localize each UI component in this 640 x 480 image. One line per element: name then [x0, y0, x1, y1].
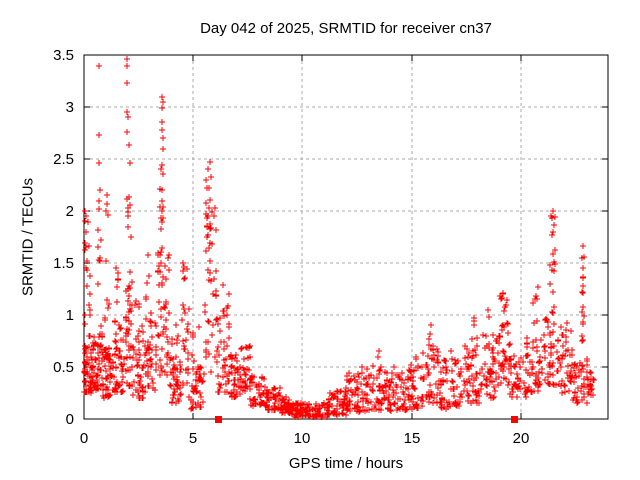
x-tick-label: 5 — [189, 430, 197, 447]
y-tick-label: 2 — [66, 203, 74, 220]
y-tick-label: 0 — [66, 411, 74, 428]
flagged-point-square — [511, 416, 518, 423]
y-tick-label: 3.5 — [53, 47, 74, 64]
x-tick-label: 0 — [80, 430, 88, 447]
x-tick-label: 20 — [513, 430, 530, 447]
y-tick-label: 3 — [66, 99, 74, 116]
chart-title: Day 042 of 2025, SRMTID for receiver cn3… — [200, 20, 492, 37]
y-tick-label: 2.5 — [53, 151, 74, 168]
y-tick-label: 1 — [66, 307, 74, 324]
axis-ticks — [83, 54, 608, 420]
y-tick-label: 1.5 — [53, 255, 74, 272]
grid-lines — [84, 55, 608, 419]
plot-border — [83, 54, 609, 420]
x-axis-label: GPS time / hours — [288, 455, 404, 472]
flagged-point-square — [215, 416, 222, 423]
scatter-points — [81, 56, 597, 420]
x-tick-label: 10 — [294, 430, 311, 447]
y-tick-label: 0.5 — [53, 359, 74, 376]
x-tick-label: 15 — [404, 430, 421, 447]
